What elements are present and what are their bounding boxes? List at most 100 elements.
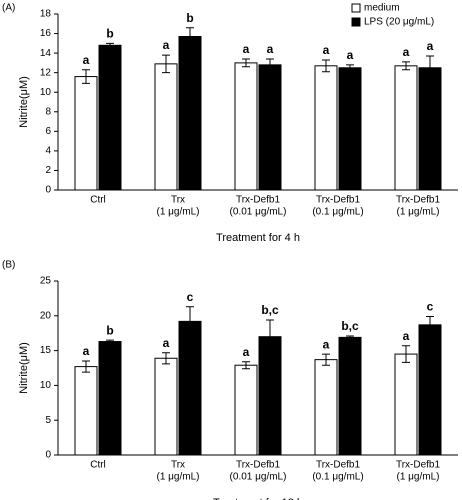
significance-letter: a [403,45,410,59]
x-tick-label: Trx-Defb1 [236,195,281,206]
error-bar [162,54,170,74]
bar [154,357,178,456]
y-tick-label: 15 [40,345,52,356]
bar [258,336,282,456]
significance-letter: c [427,300,434,314]
significance-letter: c [187,290,194,304]
bar [234,364,258,456]
significance-letter: b,c [341,319,359,333]
significance-letter: a [347,48,354,62]
significance-letter: a [163,336,170,350]
bar [178,320,202,456]
x-tick-sublabel: (0.1 μg/mL) [312,207,363,218]
y-tick-label: 12 [40,67,52,78]
error-bar [322,353,330,366]
x-tick-label: Trx [171,460,185,471]
bar [338,67,362,191]
error-bar [402,61,410,71]
error-bar [106,42,114,48]
bar [394,353,418,456]
bar [234,62,258,191]
significance-letter: a [83,344,90,358]
bar [74,366,98,456]
significance-letter: a [243,345,250,359]
x-tick-label: Trx-Defb1 [396,195,441,206]
error-bar [266,58,274,72]
legend-swatch [351,17,361,27]
bar [154,63,178,191]
significance-letter: a [323,43,330,57]
significance-letter: a [403,329,410,343]
x-tick-label: Trx [171,195,185,206]
bar [314,359,338,456]
x-tick-label: Trx-Defb1 [316,460,361,471]
error-bar [402,345,410,363]
significance-letter: a [83,53,90,67]
error-bar [346,64,354,72]
y-axis-title: Nitrite(μM) [18,76,30,128]
y-tick-label: 2 [45,165,51,176]
significance-letter: a [243,42,250,56]
y-tick-label: 25 [40,276,52,287]
bar [338,336,362,456]
x-tick-sublabel: (1 μg/mL) [157,207,200,218]
x-tick-sublabel: (0.01 μg/mL) [230,472,287,483]
y-tick-label: 16 [40,28,52,39]
x-tick-sublabel: (1 μg/mL) [397,207,440,218]
y-tick-label: 0 [45,450,51,461]
legend-label: LPS (20 μg/mL) [364,17,434,28]
x-tick-label: Trx-Defb1 [316,195,361,206]
x-axis-title: Treatment for 12 h [213,497,303,500]
panel-label: (A) [2,3,15,14]
bar [418,324,442,456]
error-bar [322,59,330,73]
x-tick-label: Trx-Defb1 [236,460,281,471]
error-bar [186,306,194,337]
y-tick-label: 0 [45,185,51,196]
x-tick-label: Ctrl [90,460,106,471]
y-tick-label: 10 [40,380,52,391]
y-tick-label: 5 [45,415,51,426]
error-bar [82,360,90,373]
x-tick-sublabel: (1 μg/mL) [157,472,200,483]
x-tick-label: Ctrl [90,195,106,206]
significance-letter: a [267,42,274,56]
bar [98,44,122,191]
error-bar [426,55,434,81]
bar [418,67,442,191]
y-tick-label: 10 [40,87,52,98]
significance-letter: b,c [261,303,279,317]
error-bar [346,335,354,340]
legend-swatch [351,3,361,13]
y-tick-label: 4 [45,146,51,157]
error-bar [426,315,434,334]
error-bar [82,69,90,84]
y-tick-label: 20 [40,310,52,321]
bar [178,35,202,191]
y-axis-title: Nitrite(μM) [18,342,30,394]
y-tick-label: 14 [40,48,52,59]
bar [258,64,282,191]
x-tick-sublabel: (0.1 μg/mL) [312,472,363,483]
error-bar [242,361,250,370]
significance-letter: b [106,323,113,337]
bar [394,65,418,191]
significance-letter: b [186,11,193,25]
error-bar [162,352,170,365]
bar [74,76,98,191]
x-tick-sublabel: (0.01 μg/mL) [230,207,287,218]
y-tick-label: 6 [45,126,51,137]
x-axis-title: Treatment for 4 h [216,232,300,244]
significance-letter: a [163,38,170,52]
error-bar [266,319,274,354]
panel-label: (B) [2,260,15,271]
bar [98,341,122,456]
y-tick-label: 8 [45,106,51,117]
error-bar [106,339,114,344]
significance-letter: a [427,39,434,53]
x-tick-label: Trx-Defb1 [396,460,441,471]
error-bar [242,58,250,68]
error-bar [186,27,194,46]
bar [314,65,338,191]
x-tick-sublabel: (1 μg/mL) [397,472,440,483]
